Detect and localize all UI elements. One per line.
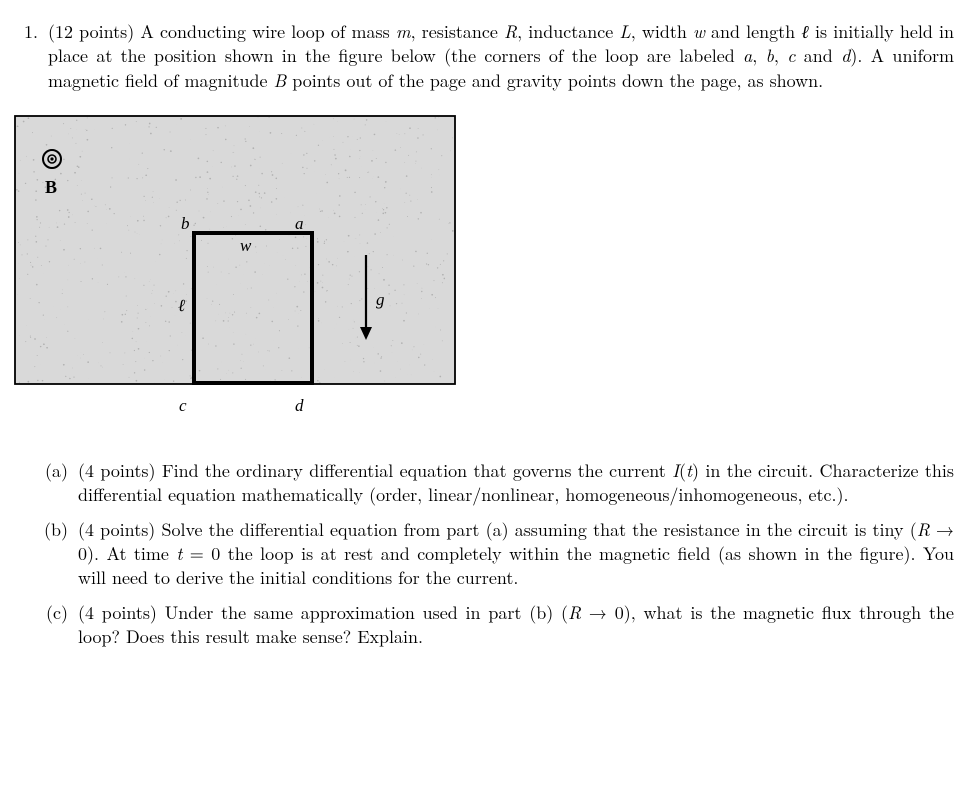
stem-text: A conducting wire loop of mass — [140, 19, 395, 44]
svg-text:c: c — [179, 396, 187, 415]
stem-text: , inductance — [517, 19, 619, 44]
parts: (a) (4 points) Find the ordinary differe… — [48, 459, 954, 649]
figure: Bw ℓ a b c d g — [14, 115, 954, 431]
part-b-text: Solve the differential equation from par… — [161, 517, 916, 542]
part-b-points: (4 points) — [78, 517, 155, 542]
svg-text:a: a — [295, 214, 304, 233]
svg-text:d: d — [295, 396, 304, 415]
sym-a: a — [743, 43, 752, 68]
stem-text: , — [774, 43, 787, 68]
problem-body: (12 points) A conducting wire loop of ma… — [48, 20, 954, 659]
stem-text: , resistance — [411, 19, 504, 44]
part-a: (a) (4 points) Find the ordinary differe… — [38, 459, 954, 508]
part-c-points: (4 points) — [78, 600, 157, 625]
sym-R: R — [568, 600, 581, 625]
sym-R: R — [504, 19, 517, 44]
problem: 1. (12 points) A conducting wire loop of… — [24, 20, 954, 659]
part-b-body: (4 points) Solve the differential equati… — [78, 518, 954, 591]
problem-stem: (12 points) A conducting wire loop of ma… — [48, 20, 954, 93]
svg-text:B: B — [45, 177, 57, 197]
svg-text:w: w — [240, 236, 252, 255]
stem-text: , — [752, 43, 765, 68]
svg-text:ℓ: ℓ — [178, 296, 185, 315]
part-c: (c) (4 points) Under the same approximat… — [38, 601, 954, 650]
part-a-label: (a) — [38, 459, 68, 508]
part-b-text: ). At time — [87, 541, 176, 566]
part-c-arrow: → 0 — [581, 600, 624, 625]
sym-t: t — [686, 458, 692, 483]
part-c-body: (4 points) Under the same approximation … — [78, 601, 954, 650]
part-b-label: (b) — [38, 518, 68, 591]
sym-I: I — [672, 458, 679, 483]
sym-L: L — [619, 19, 630, 44]
part-a-text: Find the ordinary differential equation … — [162, 458, 672, 483]
part-b: (b) (4 points) Solve the differential eq… — [38, 518, 954, 591]
svg-text:b: b — [181, 214, 190, 233]
part-b-eq0: = 0 — [182, 541, 220, 566]
points-label: (12 points) — [48, 19, 134, 44]
sym-d: d — [841, 43, 850, 68]
stem-text: and length — [705, 19, 801, 44]
part-c-text: Under the same approximation used in par… — [165, 600, 568, 625]
part-a-points: (4 points) — [78, 458, 155, 483]
stem-text: , width — [631, 19, 693, 44]
figure-svg: Bw ℓ a b c d g — [14, 115, 456, 425]
sym-B: B — [274, 68, 287, 93]
sym-m: m — [396, 19, 411, 44]
sym-b: b — [766, 43, 774, 68]
sym-R: R — [917, 517, 930, 542]
stem-text: points out of the page and gravity point… — [286, 68, 823, 93]
sym-ell: ℓ — [801, 19, 809, 44]
sym-w: w — [693, 19, 705, 44]
stem-text: and — [795, 43, 841, 68]
svg-text:g: g — [376, 290, 385, 309]
part-a-body: (4 points) Find the ordinary differentia… — [78, 459, 954, 508]
part-c-label: (c) — [38, 601, 68, 650]
